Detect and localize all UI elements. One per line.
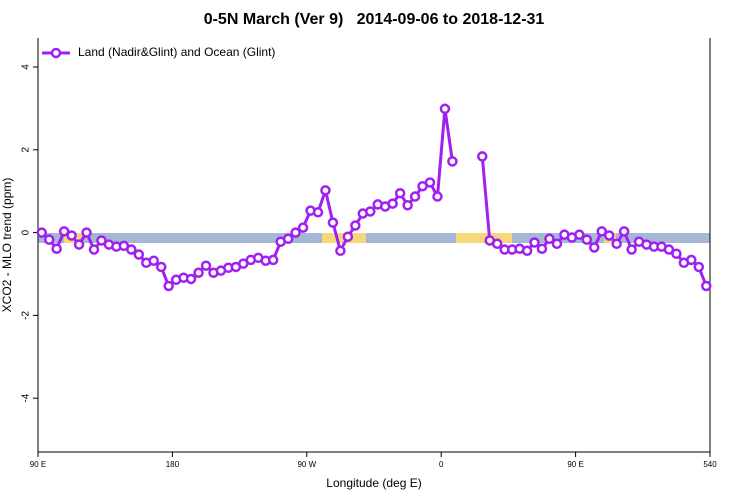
data-point bbox=[581, 234, 593, 245]
data-point bbox=[447, 156, 458, 167]
data-point bbox=[574, 229, 585, 240]
data-point bbox=[51, 243, 62, 254]
data-point bbox=[282, 233, 294, 245]
data-point bbox=[327, 217, 339, 228]
data-point bbox=[491, 238, 503, 250]
data-point bbox=[185, 273, 197, 285]
data-point bbox=[193, 267, 204, 278]
data-point bbox=[350, 220, 361, 231]
data-point bbox=[365, 206, 376, 217]
data-point bbox=[387, 198, 398, 209]
x-tick-label: 90 E bbox=[30, 460, 46, 469]
data-point bbox=[611, 238, 622, 250]
x-axis-label: Longitude (deg E) bbox=[326, 476, 421, 490]
data-point bbox=[335, 245, 346, 257]
data-point bbox=[297, 222, 309, 233]
data-point bbox=[693, 261, 705, 273]
data-point bbox=[290, 227, 301, 238]
data-point bbox=[200, 260, 212, 271]
data-point bbox=[521, 245, 533, 257]
data-point bbox=[81, 227, 92, 238]
data-point bbox=[88, 244, 100, 255]
y-tick-label: -4 bbox=[21, 393, 32, 402]
legend-marker bbox=[50, 47, 62, 59]
data-point bbox=[432, 191, 443, 202]
data-point bbox=[312, 207, 324, 218]
data-point bbox=[596, 226, 607, 237]
data-point bbox=[43, 234, 55, 245]
data-point bbox=[626, 244, 637, 255]
data-point bbox=[394, 188, 406, 199]
data-point bbox=[36, 227, 47, 238]
data-point bbox=[663, 244, 675, 255]
y-axis-label: XCO2 - MLO trend (ppm) bbox=[0, 178, 14, 313]
data-point bbox=[424, 177, 436, 188]
y-tick-label: -2 bbox=[21, 311, 32, 320]
data-point bbox=[544, 233, 555, 245]
legend-item: Land (Nadir&Glint) and Ocean (Glint) bbox=[42, 45, 275, 59]
data-point bbox=[477, 151, 488, 162]
land-band bbox=[456, 233, 512, 243]
y-tick-label: 2 bbox=[21, 147, 32, 153]
data-point bbox=[96, 235, 107, 246]
y-tick-label: 0 bbox=[21, 229, 32, 235]
data-point bbox=[155, 261, 167, 273]
data-point bbox=[551, 238, 563, 250]
data-point bbox=[320, 185, 331, 196]
data-point bbox=[58, 226, 70, 237]
data-point bbox=[148, 255, 159, 266]
x-tick-label: 90 E bbox=[567, 460, 583, 469]
data-point bbox=[701, 280, 712, 292]
chart-title: 0-5N March (Ver 9) 2014-09-06 to 2018-12… bbox=[204, 11, 545, 28]
data-point bbox=[267, 254, 279, 266]
ocean-band bbox=[38, 233, 710, 243]
data-point bbox=[671, 248, 682, 259]
y-tick-label: 4 bbox=[21, 64, 32, 70]
data-point bbox=[603, 230, 615, 241]
data-point bbox=[686, 254, 697, 266]
x-tick-label: 180 bbox=[166, 460, 180, 469]
x-tick-label: 0 bbox=[439, 460, 444, 469]
data-point bbox=[133, 249, 145, 260]
data-point bbox=[402, 200, 413, 211]
data-point bbox=[536, 243, 548, 254]
legend-label: Land (Nadir&Glint) and Ocean (Glint) bbox=[78, 45, 275, 59]
x-tick-label: 540 bbox=[703, 460, 717, 469]
data-point bbox=[66, 230, 77, 241]
data-point bbox=[618, 226, 630, 237]
data-point bbox=[589, 242, 600, 253]
data-point bbox=[529, 237, 540, 248]
data-point bbox=[73, 239, 85, 250]
data-point bbox=[342, 231, 354, 242]
data-point bbox=[409, 191, 421, 202]
data-point bbox=[126, 244, 137, 255]
data-point bbox=[439, 103, 451, 115]
x-tick-label: 90 W bbox=[297, 460, 316, 469]
data-point bbox=[163, 280, 174, 292]
